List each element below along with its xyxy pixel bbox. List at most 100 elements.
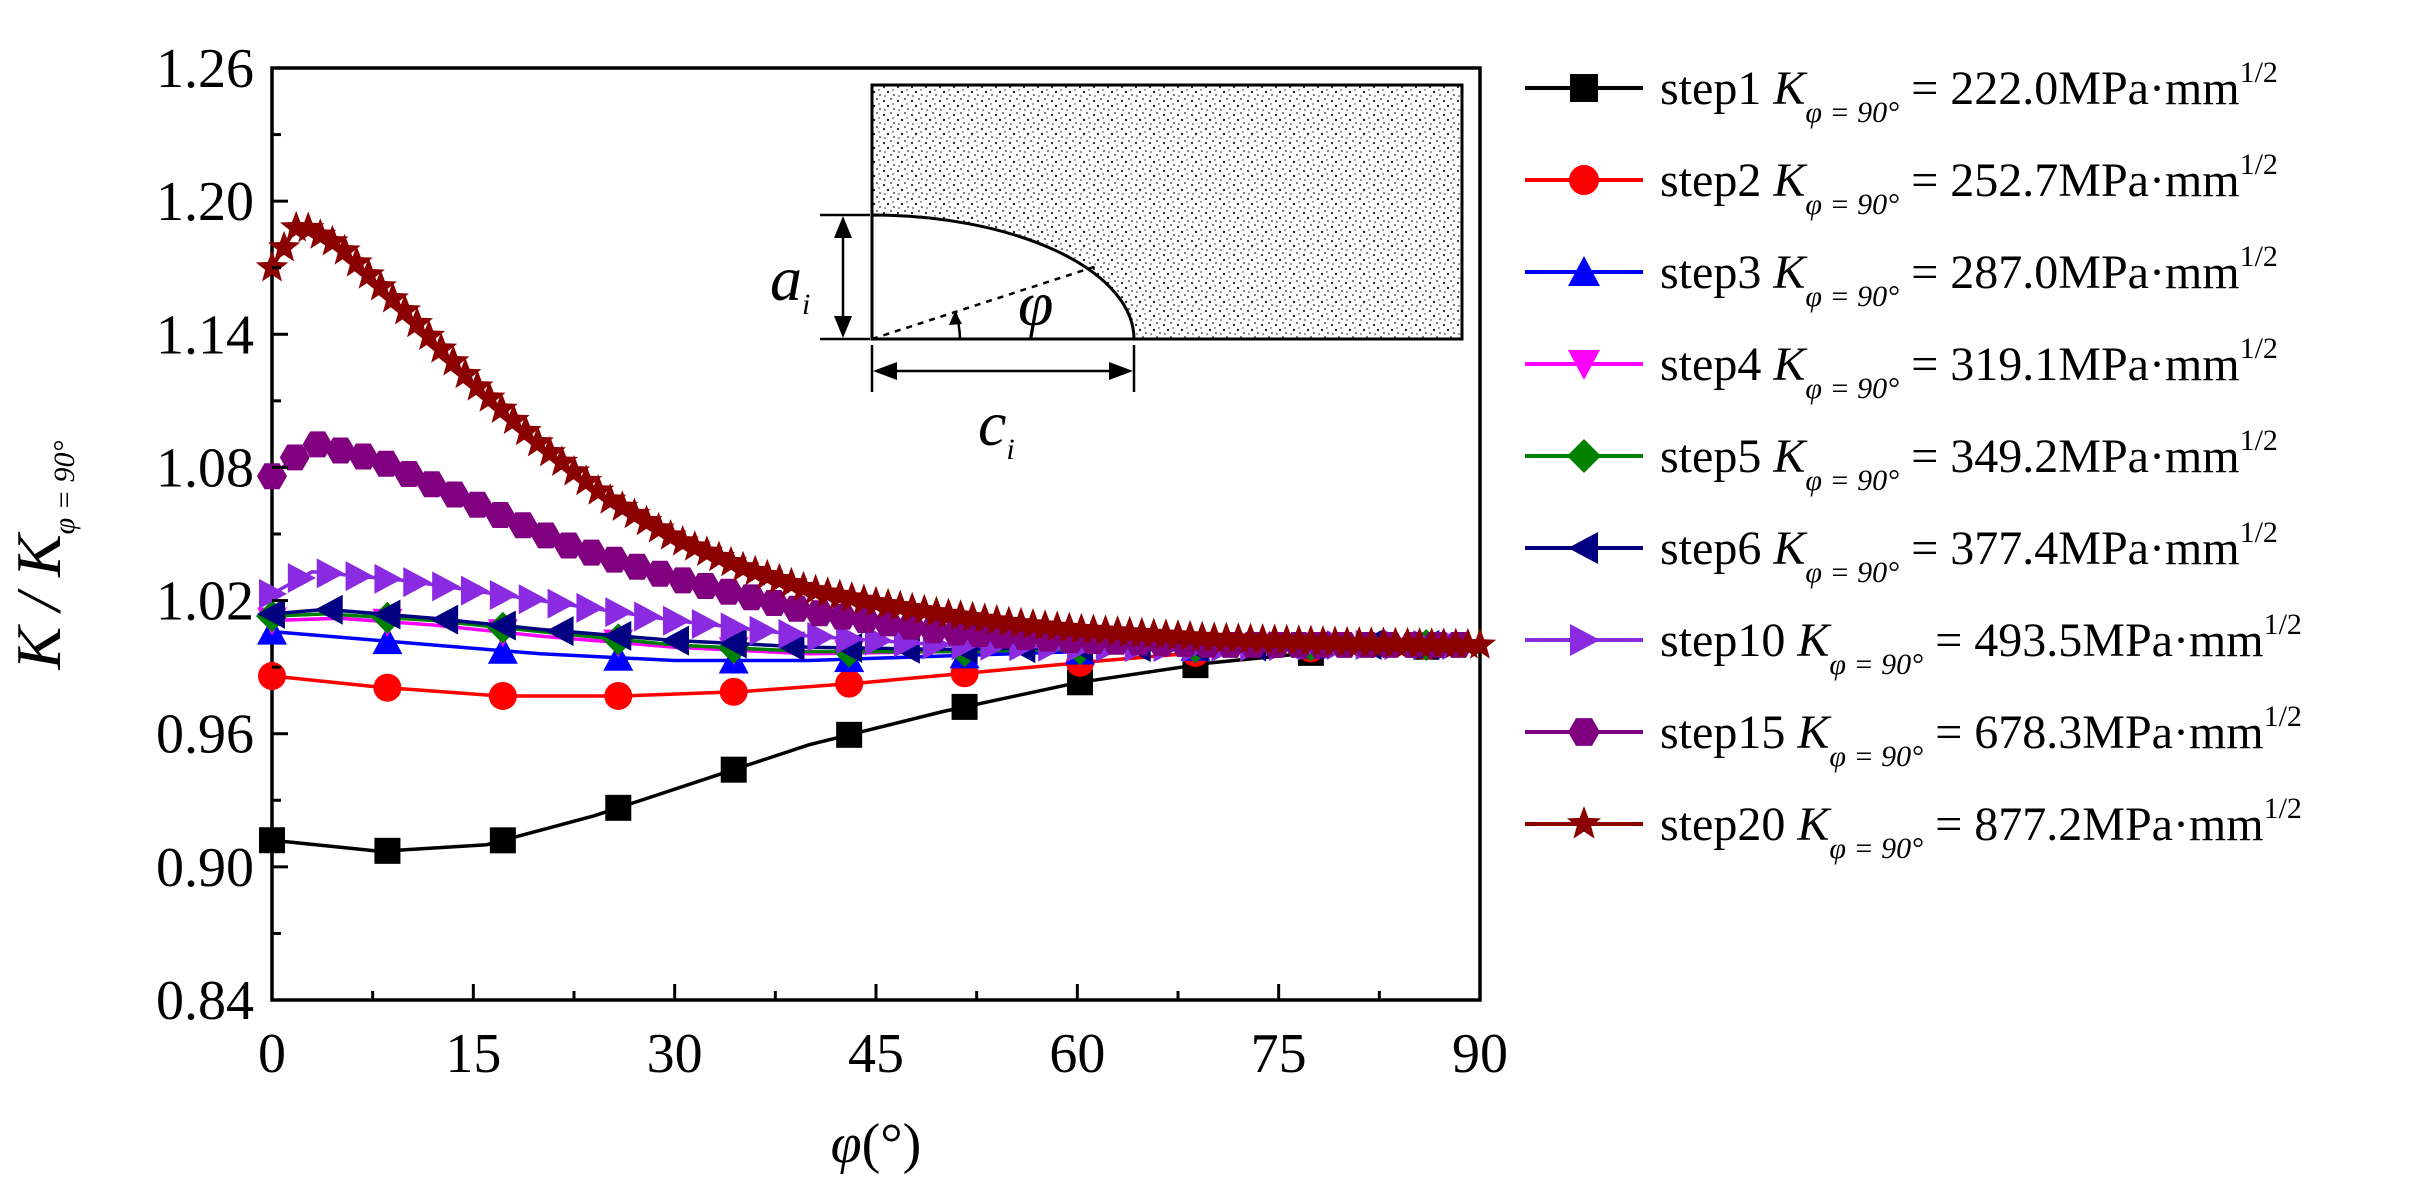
data-point	[325, 437, 356, 464]
data-point	[727, 550, 760, 582]
legend-item-step5: step5 Kφ = 90° = 349.2MPa·mm1/2	[1525, 424, 2278, 497]
y-tick-label: 0.96	[156, 704, 254, 766]
data-point	[663, 605, 692, 636]
x-axis-label-unit: (°)	[862, 1113, 922, 1175]
data-point	[1415, 627, 1448, 658]
legend-item-step10: step10 Kφ = 90° = 493.5MPa·mm1/2	[1525, 608, 2302, 681]
data-point	[778, 619, 807, 650]
data-point	[836, 721, 863, 748]
data-point	[449, 357, 482, 389]
data-point	[569, 464, 603, 496]
data-point	[489, 579, 518, 610]
data-point	[835, 669, 864, 698]
data-point	[634, 601, 663, 632]
data-point	[373, 673, 402, 702]
data-point	[1463, 628, 1497, 659]
data-point	[497, 403, 530, 435]
data-point	[759, 590, 789, 616]
data-point	[314, 594, 343, 625]
data-point	[836, 623, 865, 654]
data-point	[661, 625, 690, 656]
y-axis-label: K / Kφ = 90°	[3, 441, 81, 671]
data-point	[462, 491, 493, 518]
x-tick-label: 45	[848, 1023, 904, 1085]
inset-a-arrow-down	[834, 316, 852, 338]
data-point	[865, 625, 894, 656]
data-point	[521, 425, 554, 457]
data-point	[372, 626, 403, 655]
series-line	[271, 643, 1481, 854]
data-point	[576, 539, 607, 566]
data-point	[1234, 622, 1267, 654]
data-point	[622, 553, 653, 580]
legend-label: step4 Kφ = 90° = 319.1MPa·mm1/2	[1660, 332, 2278, 405]
data-point	[713, 578, 744, 605]
crack-inset: ai ci φ	[770, 83, 1464, 466]
data-point	[374, 563, 403, 594]
data-point	[509, 414, 542, 446]
x-tick-label: 30	[647, 1023, 703, 1085]
data-point	[781, 595, 812, 622]
data-point	[749, 615, 778, 646]
x-tick-label: 0	[258, 1023, 286, 1085]
data-point	[1568, 718, 1600, 746]
data-point	[804, 600, 835, 627]
data-point	[437, 344, 470, 376]
data-point	[1331, 625, 1364, 657]
y-tick-label: 1.08	[156, 437, 254, 499]
data-point	[488, 681, 517, 710]
data-point	[489, 827, 516, 854]
data-point	[599, 546, 630, 573]
y-axis-label-sub: φ = 90°	[48, 441, 81, 535]
data-point	[279, 444, 310, 471]
y-tick-label: 1.20	[156, 171, 254, 233]
data-point	[473, 381, 506, 412]
data-point	[667, 567, 698, 594]
legend-label: step6 Kφ = 90° = 377.4MPa·mm1/2	[1660, 516, 2278, 589]
data-point	[1427, 627, 1460, 659]
series-step1	[259, 633, 1481, 864]
data-point	[594, 483, 627, 514]
data-point	[850, 607, 881, 633]
data-point	[340, 245, 373, 277]
y-axis-label-main: K / K	[3, 531, 74, 670]
data-point	[376, 281, 409, 313]
data-point	[533, 435, 566, 467]
inset-c-arrow-right	[1109, 362, 1133, 380]
data-point	[485, 502, 516, 528]
data-point	[941, 619, 972, 646]
data-point	[304, 218, 337, 249]
legend-label: step3 Kφ = 90° = 287.0MPa·mm1/2	[1660, 240, 2278, 313]
data-point	[400, 306, 434, 338]
y-tick-label: 0.84	[156, 970, 254, 1032]
data-point	[316, 558, 345, 589]
x-axis-label: φ(°)	[831, 1113, 922, 1175]
y-tick-label: 1.14	[156, 304, 254, 366]
data-point	[1568, 256, 1600, 286]
legend: step1 Kφ = 90° = 222.0MPa·mm1/2 step2 Kφ …	[1525, 56, 2302, 865]
series-layer	[255, 210, 1497, 864]
data-point	[807, 621, 836, 652]
inset-label-phi: φ	[1018, 268, 1053, 339]
data-point	[873, 610, 904, 637]
inset-a-arrow-up	[834, 216, 852, 238]
data-point	[1343, 626, 1376, 657]
y-tick-label: 0.90	[156, 837, 254, 899]
inset-angle-arrow	[949, 311, 962, 325]
legend-label: step15 Kφ = 90° = 678.3MPa·mm1/2	[1660, 700, 2302, 773]
data-point	[775, 566, 808, 598]
data-point	[255, 250, 289, 282]
inset-angle-line	[871, 263, 1101, 341]
data-point	[718, 628, 747, 659]
x-axis-ticks: 0 15 30 45 60 75 90	[258, 984, 1508, 1085]
data-point	[553, 532, 584, 559]
data-point	[720, 612, 749, 643]
x-tick-label: 90	[1452, 1023, 1508, 1085]
legend-label: step10 Kφ = 90° = 493.5MPa·mm1/2	[1660, 608, 2302, 681]
data-point	[425, 332, 458, 363]
data-point	[371, 450, 402, 477]
data-point	[461, 369, 494, 401]
legend-label: step5 Kφ = 90° = 349.2MPa·mm1/2	[1660, 424, 2278, 497]
data-point	[714, 545, 748, 577]
